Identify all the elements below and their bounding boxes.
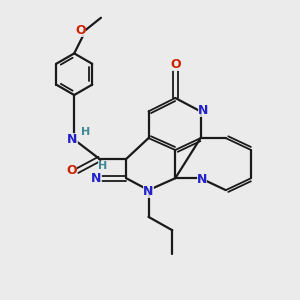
Text: N: N [91,172,102,185]
Text: N: N [67,133,78,146]
Text: O: O [75,24,86,37]
Text: N: N [196,173,207,186]
Text: O: O [170,58,181,71]
Text: N: N [143,185,154,198]
Text: H: H [98,161,107,171]
Text: O: O [67,164,77,177]
Text: H: H [81,127,90,137]
Text: N: N [198,104,209,117]
